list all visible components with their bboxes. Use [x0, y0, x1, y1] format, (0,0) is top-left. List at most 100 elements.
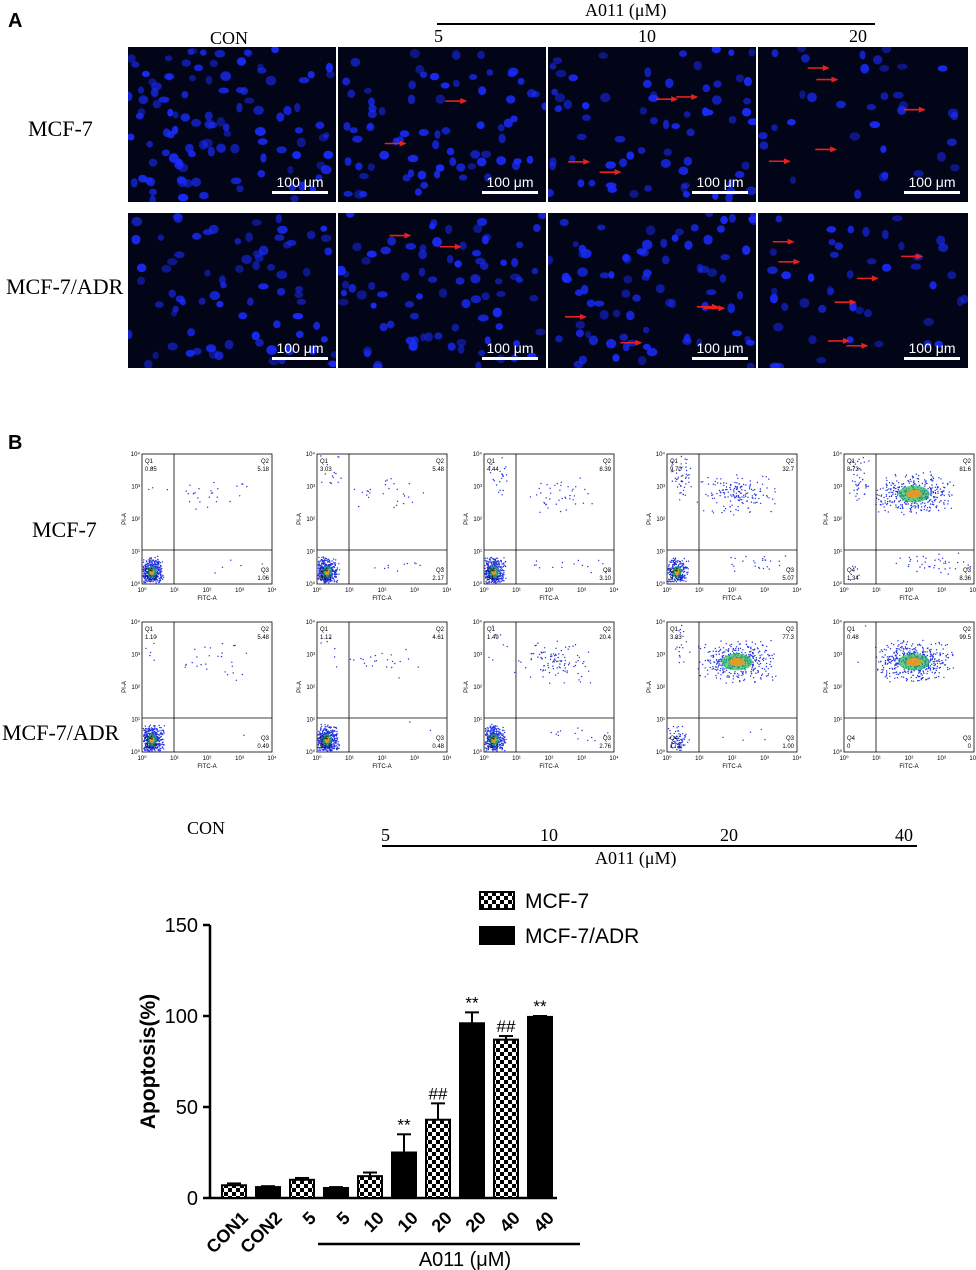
- quadrant-value-q2: 5.48: [432, 467, 444, 473]
- nucleus: [854, 189, 862, 199]
- nucleus: [478, 350, 486, 357]
- y-tick-label: 10⁰: [473, 749, 483, 756]
- nucleus: [639, 107, 647, 115]
- nucleus: [187, 48, 195, 56]
- bar: [323, 1186, 349, 1199]
- nucleus: [345, 213, 355, 218]
- nucleus: [166, 130, 175, 139]
- nucleus: [216, 143, 226, 153]
- y-tick-label: 10⁰: [131, 749, 141, 756]
- nucleus: [563, 99, 573, 110]
- micro-image-adr-con: 100 μm: [128, 213, 336, 368]
- nucleus: [130, 178, 138, 188]
- nucleus: [149, 188, 157, 196]
- nucleus: [644, 185, 652, 192]
- nucleus: [340, 289, 347, 297]
- nucleus: [599, 310, 609, 320]
- nucleus: [664, 298, 674, 307]
- nucleus: [185, 143, 194, 153]
- x-tick-label: 10²: [545, 588, 554, 594]
- y-tick-label: 150: [165, 915, 198, 937]
- nucleus: [208, 224, 219, 234]
- nucleus: [456, 338, 467, 347]
- nucleus: [451, 50, 461, 60]
- nucleus: [937, 151, 946, 162]
- nucleus: [913, 170, 924, 177]
- nucleus: [781, 302, 789, 311]
- quadrant-label: Q3: [436, 568, 445, 574]
- nucleus: [892, 215, 903, 222]
- nucleus: [663, 148, 672, 156]
- nucleus: [846, 270, 854, 279]
- quadrant-value-q3: 0.49: [257, 744, 269, 750]
- nucleus: [486, 69, 494, 76]
- nucleus: [404, 301, 415, 308]
- arrow-marker: [703, 305, 726, 312]
- nucleus: [496, 291, 506, 297]
- flow-plot: Q1 8.73 Q2 81.6 Q3 8.36 Q4 1.34 10⁰ 10⁰ 10¹ 10¹ 10² 1…: [822, 450, 976, 610]
- nucleus: [828, 288, 835, 295]
- nucleus: [148, 158, 158, 167]
- x-axis-label: FITC-A: [372, 764, 391, 770]
- nucleus: [705, 213, 714, 217]
- y-tick-label: 10¹: [473, 718, 482, 724]
- plot-frame: [316, 453, 448, 585]
- nucleus: [355, 162, 363, 171]
- nucleus: [498, 133, 506, 144]
- nucleus: [438, 288, 448, 298]
- nucleus: [275, 214, 282, 224]
- nucleus: [296, 137, 306, 148]
- nucleus: [302, 267, 311, 277]
- nucleus: [747, 118, 756, 126]
- nucleus: [205, 75, 213, 85]
- y-tick-label: 10⁴: [473, 619, 483, 626]
- nucleus: [416, 293, 423, 300]
- nucleus: [481, 150, 492, 158]
- bar: [493, 1038, 519, 1199]
- nucleus: [881, 263, 892, 272]
- nucleus: [859, 50, 866, 60]
- x-tick-label: 10³: [410, 756, 419, 762]
- nucleus: [131, 234, 141, 245]
- nucleus: [128, 91, 133, 102]
- nucleus: [292, 151, 302, 160]
- nucleus: [343, 190, 353, 197]
- arrow-marker: [676, 93, 699, 100]
- y-tick-label: 10⁴: [473, 451, 483, 458]
- micro-image-mcf7-10: 100 μm: [548, 47, 756, 202]
- nucleus: [873, 55, 883, 65]
- nucleus: [479, 261, 489, 271]
- quadrant-label: Q1: [847, 459, 856, 465]
- nucleus: [470, 295, 482, 304]
- nucleus: [947, 108, 959, 118]
- nucleus: [866, 103, 877, 111]
- flow-plot: Q1 1.10 Q2 5.48 Q3 0.49 Q4 92.9 10⁰ 10⁰ 10¹ 10¹ 10² 1…: [120, 618, 280, 778]
- nucleus: [775, 215, 783, 223]
- nucleus: [341, 280, 350, 289]
- nucleus: [419, 244, 427, 252]
- nucleus: [834, 242, 844, 251]
- nucleus: [495, 323, 504, 331]
- nucleus: [660, 238, 668, 248]
- arrow-marker: [384, 140, 407, 147]
- arrow-marker: [816, 76, 839, 83]
- nucleus: [706, 289, 717, 296]
- quadrant-value-q4: 92.9: [145, 744, 157, 750]
- nucleus: [243, 49, 252, 56]
- flow-plot: Q1 1.49 Q2 20.4 Q3 2.76 Q4 75.4 10⁰ 10⁰ 10¹ 10¹ 10² 1…: [462, 618, 622, 778]
- y-tick-label: 100: [165, 1006, 198, 1028]
- x-axis-label: FITC-A: [899, 764, 918, 770]
- quadrant-value-q3: 0.48: [432, 744, 444, 750]
- nucleus: [860, 63, 870, 74]
- nucleus: [548, 255, 553, 265]
- y-tick-label: 10²: [833, 517, 842, 523]
- nucleus: [207, 146, 215, 157]
- quadrant-label: Q3: [603, 736, 612, 742]
- nucleus: [363, 87, 372, 94]
- arrow-marker: [772, 238, 795, 245]
- nucleus: [476, 157, 487, 167]
- nucleus: [405, 243, 417, 250]
- nucleus: [433, 170, 441, 179]
- nucleus: [650, 117, 658, 125]
- nucleus: [897, 105, 907, 115]
